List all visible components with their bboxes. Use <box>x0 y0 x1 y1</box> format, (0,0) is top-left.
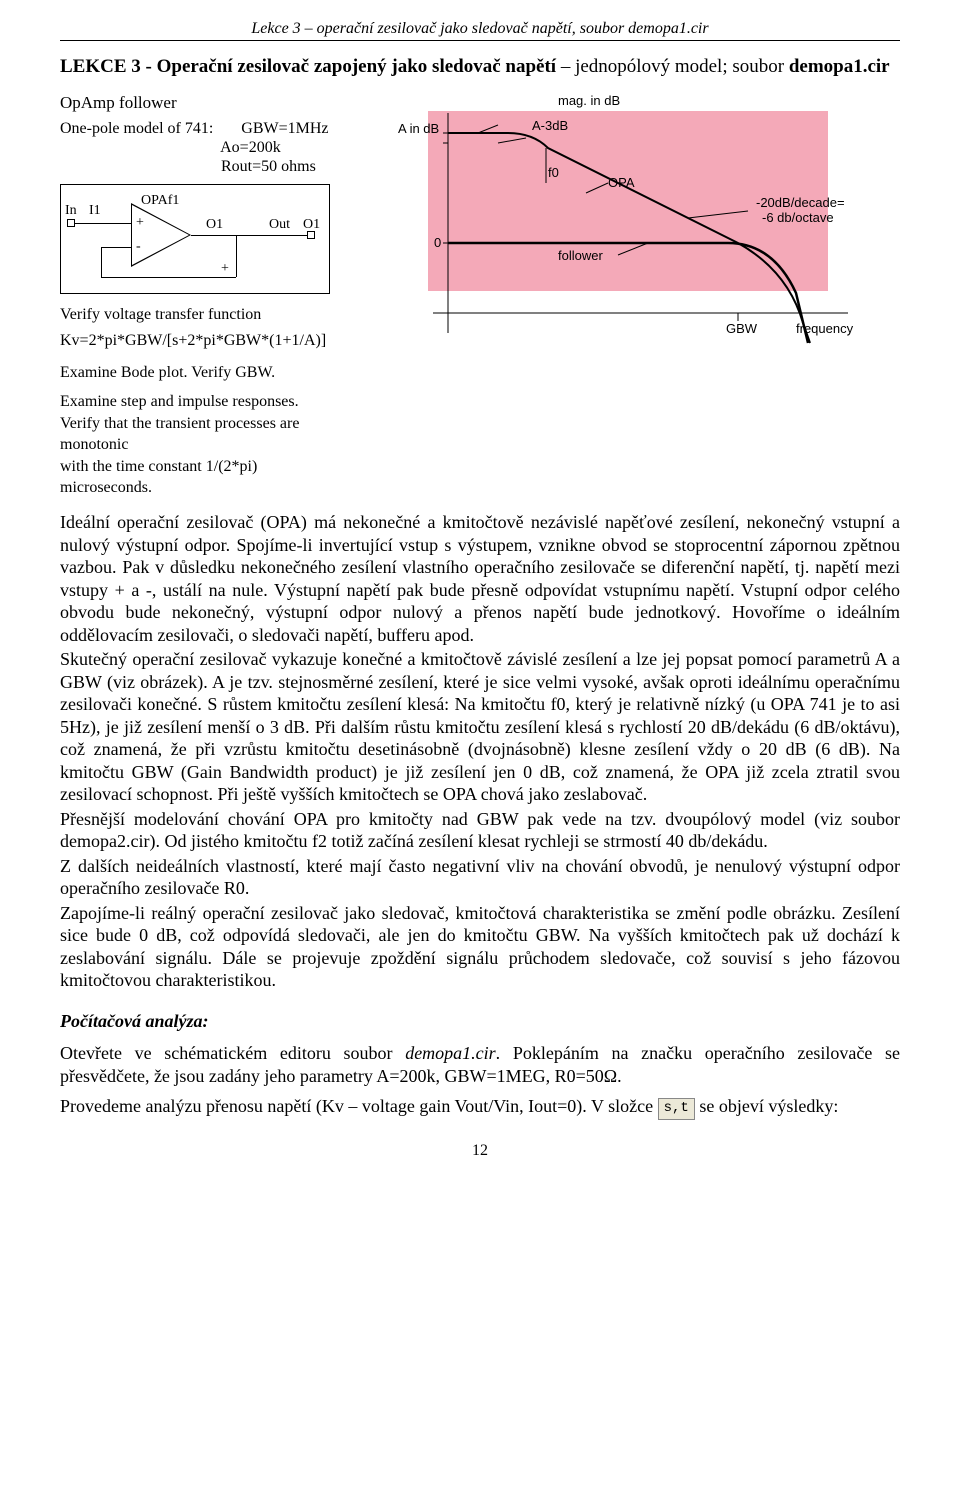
lesson-title-strong: LEKCE 3 - Operační zesilovač zapojený ja… <box>60 56 556 77</box>
figure-block: OpAmp follower One-pole model of 741: GB… <box>60 93 900 499</box>
analysis-heading: Počítačová analýza: <box>60 1010 900 1033</box>
bode-lbl-freq: frequency <box>796 321 853 336</box>
gbw-line: GBW=1MHz <box>241 120 328 137</box>
examine1: Examine Bode plot. Verify GBW. <box>60 362 330 384</box>
st-button[interactable]: s,t <box>658 1098 695 1120</box>
o1b-label: O1 <box>303 217 320 233</box>
figure-right-col: mag. in dB A in dB A-3dB f0 OPA follower… <box>348 93 900 353</box>
lesson-title: LEKCE 3 - Operační zesilovač zapojený ja… <box>60 55 900 79</box>
bode-lbl-zero: 0 <box>434 235 441 250</box>
kv-formula: Kv=2*pi*GBW/[s+2*pi*GBW*(1+1/A)] <box>60 330 330 352</box>
in-label: In <box>65 203 77 219</box>
bode-lbl-A3dB: A-3dB <box>532 118 568 133</box>
para4: Z dalších neideálních vlastností, které … <box>60 855 900 900</box>
model-line3: Rout=50 ohms <box>221 158 316 175</box>
bode-lbl-slope1: -20dB/decade= <box>756 195 845 210</box>
bode-lbl-slope2: -6 db/octave <box>762 210 834 225</box>
o1-label: O1 <box>206 217 223 233</box>
analysis-p2: Provedeme analýzu přenosu napětí (Kv – v… <box>60 1095 900 1120</box>
lesson-file: demopa1.cir <box>789 56 890 77</box>
examine3: Verify that the transient processes are … <box>60 413 330 456</box>
figure-left-col: OpAmp follower One-pole model of 741: GB… <box>60 93 330 499</box>
bode-plot: mag. in dB A in dB A-3dB f0 OPA follower… <box>348 93 868 353</box>
verify1: Verify voltage transfer function <box>60 304 330 326</box>
analysis-p1a: Otevřete ve schématickém editoru soubor <box>60 1043 405 1063</box>
examine4: with the time constant 1/(2*pi) microsec… <box>60 456 330 499</box>
analysis-p2b: se objeví výsledky: <box>699 1096 838 1116</box>
para2: Skutečný operační zesilovač vykazuje kon… <box>60 648 900 806</box>
para3: Přesnější modelování chování OPA pro kmi… <box>60 808 900 853</box>
fig-model-params: One-pole model of 741: GBW=1MHz Ao=200k … <box>60 119 330 177</box>
para5: Zapojíme-li reálný operační zesilovač ja… <box>60 902 900 992</box>
out-label: Out <box>269 217 290 233</box>
fig-left-title: OpAmp follower <box>60 93 330 113</box>
lesson-title-rest: – jednopólový model; soubor <box>556 56 789 77</box>
amp-label: OPAf1 <box>141 193 179 209</box>
bode-lbl-f0: f0 <box>548 165 559 180</box>
body-text: Ideální operační zesilovač (OPA) má neko… <box>60 511 900 1120</box>
i1-label: I1 <box>89 203 101 219</box>
bode-lbl-mag: mag. in dB <box>558 93 620 108</box>
bode-lbl-OPA: OPA <box>608 175 635 190</box>
fig-left-notes: Verify voltage transfer function Kv=2*pi… <box>60 304 330 499</box>
bode-lbl-follower: follower <box>558 248 603 263</box>
para1: Ideální operační zesilovač (OPA) má neko… <box>60 511 900 646</box>
running-header: Lekce 3 – operační zesilovač jako sledov… <box>60 20 900 41</box>
examine2: Examine step and impulse responses. <box>60 391 330 413</box>
bode-lbl-GBW: GBW <box>726 321 757 336</box>
analysis-p1: Otevřete ve schématickém editoru soubor … <box>60 1042 900 1087</box>
bode-lbl-AdB: A in dB <box>398 121 439 136</box>
analysis-p1-file: demopa1.cir <box>405 1043 495 1063</box>
analysis-p2a: Provedeme analýzu přenosu napětí (Kv – v… <box>60 1096 658 1116</box>
model-line2: Ao=200k <box>220 139 281 156</box>
schematic: OPAf1 + - In I1 Out O1 O1 + <box>60 184 330 294</box>
model-line1: One-pole model of 741: <box>60 120 213 137</box>
page-number: 12 <box>60 1142 900 1160</box>
